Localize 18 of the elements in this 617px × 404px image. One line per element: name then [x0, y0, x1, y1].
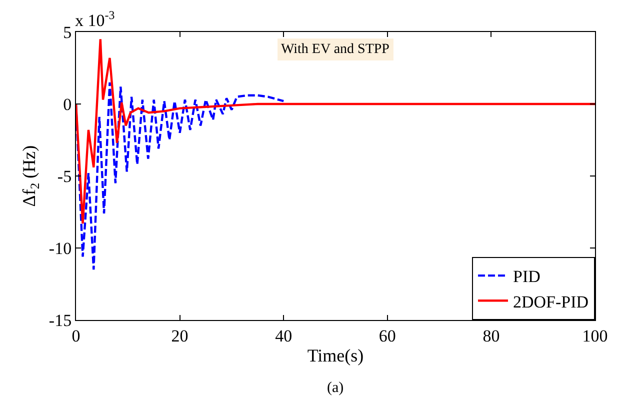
annotation: With EV and STPP [281, 42, 390, 57]
y-tick-label: 5 [63, 22, 72, 42]
x-tick-label: 100 [582, 326, 608, 346]
y-tick-label: -15 [48, 310, 72, 330]
text: x 10$^{-3}$ [75, 8, 115, 30]
y-tick-label: -5 [57, 166, 72, 186]
x-axis-title: Time(s) [307, 346, 364, 366]
x-tick-label: 20 [171, 326, 188, 346]
x-tick-label: 60 [378, 326, 396, 346]
x-tick-label: 40 [275, 326, 292, 346]
x-tick-label: 80 [482, 326, 500, 346]
legend-label: PID [513, 267, 540, 286]
line-series [76, 81, 285, 271]
text: (a) [327, 380, 344, 396]
line-series [76, 38, 595, 225]
y-tick-label: 0 [63, 94, 72, 114]
y-tick-label: -10 [48, 238, 72, 258]
legend-label: 2DOF-PID [513, 292, 589, 312]
